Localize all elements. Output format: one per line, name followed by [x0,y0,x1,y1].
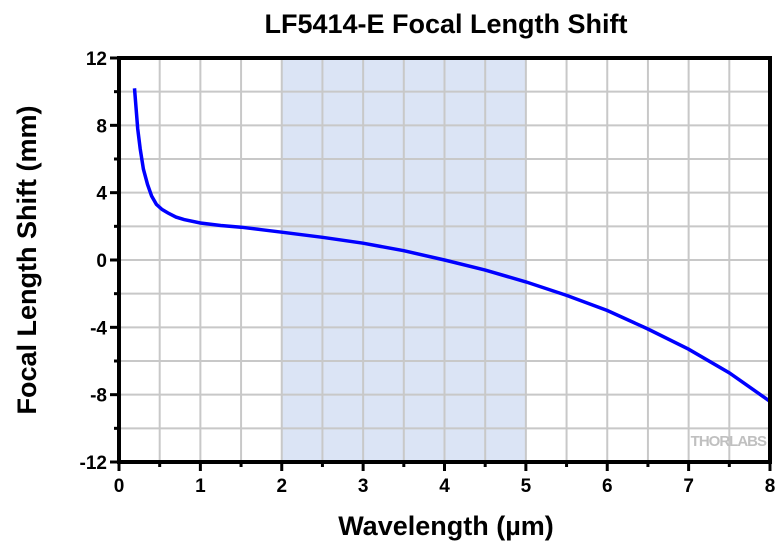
x-tick-label: 6 [602,476,613,497]
x-axis-label: Wavelength (µm) [338,511,554,541]
x-tick-label: 8 [765,476,776,497]
x-tick-label: 1 [195,476,206,497]
thorlabs-watermark: THORLABS [691,433,767,450]
x-tick-label: 3 [358,476,369,497]
y-tick-label: 4 [96,184,107,205]
y-tick-label: 8 [96,116,107,137]
y-tick-label: -8 [90,386,107,407]
x-tick-label: 7 [683,476,694,497]
x-tick-label: 5 [521,476,532,497]
chart-title: LF5414-E Focal Length Shift [264,9,627,39]
x-tick-label: 0 [114,476,125,497]
y-axis-label: Focal Length Shift (mm) [12,106,42,415]
x-tick-label: 2 [276,476,287,497]
y-tick-label: 0 [96,251,107,272]
y-tick-label: -12 [80,453,107,474]
y-tick-label: 12 [86,49,107,70]
y-tick-label: -4 [90,318,107,339]
data-series-line [132,88,772,403]
x-tick-label: 4 [439,476,450,497]
